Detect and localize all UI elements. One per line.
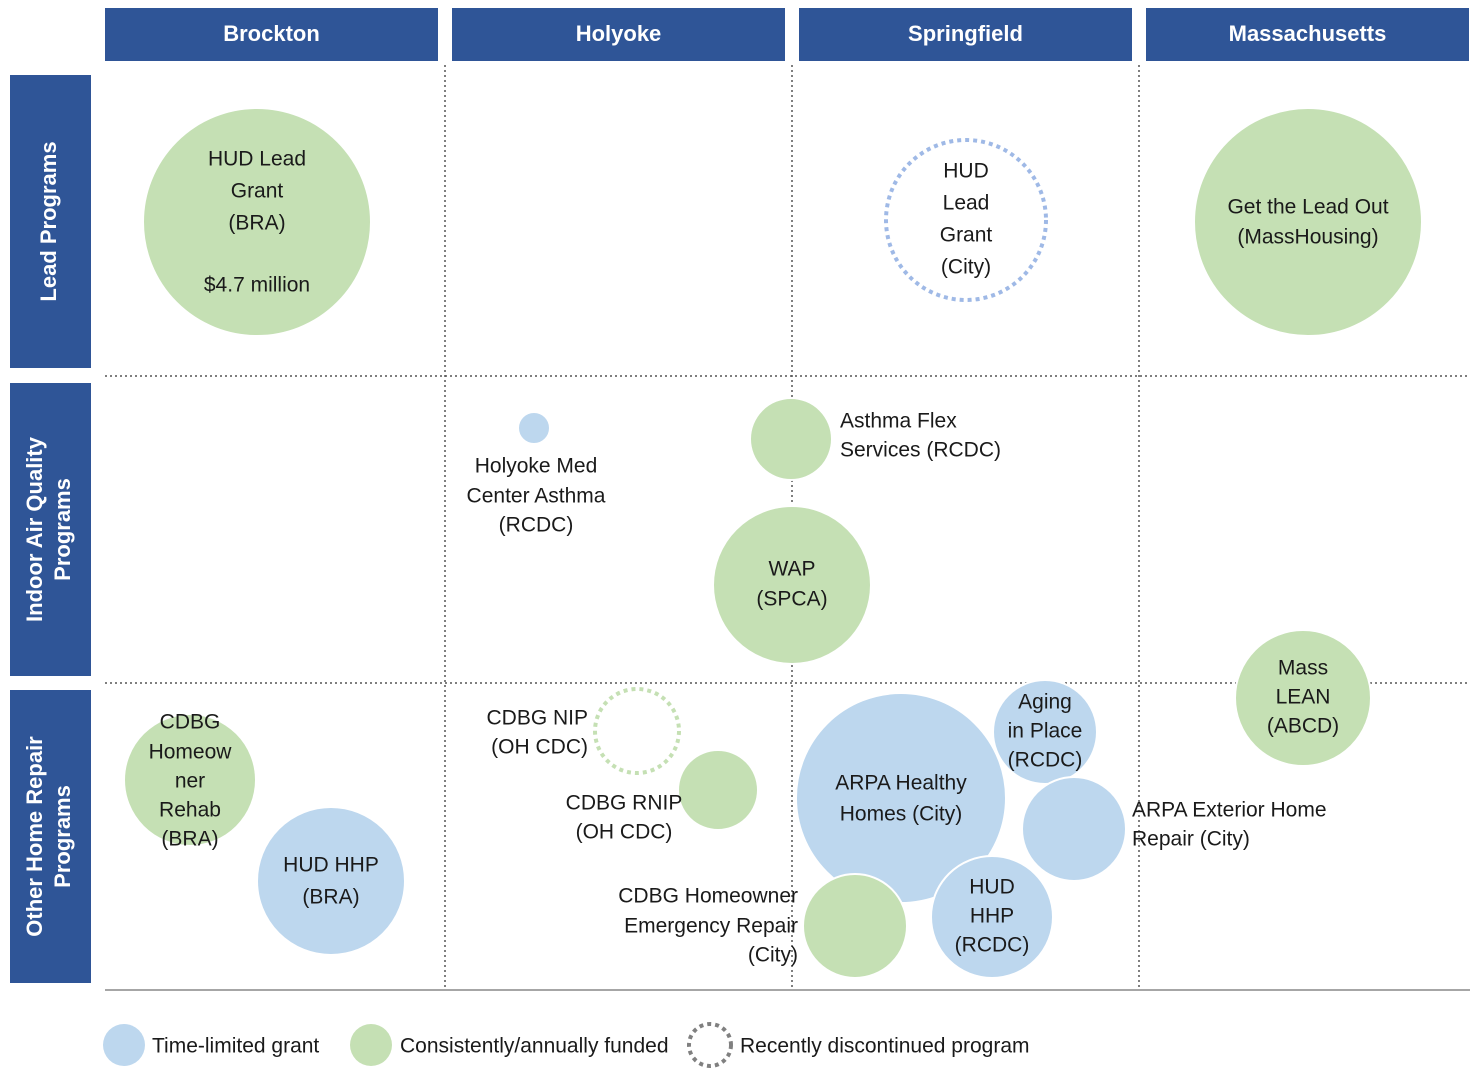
column-title: Holyoke [576,21,662,46]
bubble-label: Asthma Flex [840,410,957,433]
bubble [712,505,872,665]
bubble-label: Homes (City) [840,803,963,826]
bubble-label: (OH CDC) [491,736,588,759]
bubble-label: HUD [969,876,1015,899]
bubble [256,806,406,956]
bubble-label: ARPA Exterior Home [1132,799,1327,822]
bubble-label: $4.7 million [204,274,310,297]
bubble-label: (OH CDC) [576,821,673,844]
bubble-label: HUD Lead [208,148,306,171]
bubble-label: Repair (City) [1132,828,1250,851]
legend-swatch [350,1024,392,1066]
bubble-label: CDBG NIP [486,707,588,730]
legend-swatch [687,1022,733,1068]
bubble-label: CDBG Homeowner [618,885,798,908]
column-header [105,8,438,61]
bubble [142,107,372,337]
column-header [452,8,785,61]
bubble-label: Lead [943,192,990,215]
bubble [802,873,908,979]
bubble-label: Aging [1018,691,1072,714]
row-title: Lead Programs [36,141,61,301]
bubble-label: Homeow [149,741,233,764]
bubble-label: (City) [941,256,991,279]
bubble-label: HUD [943,160,989,183]
bubble [884,138,1048,302]
bubble-label: Holyoke Med [475,455,598,478]
bubble-label: (City) [748,944,798,967]
row-header [10,690,91,983]
row-title: Programs [50,478,75,581]
bubble-label: CDBG [160,711,221,734]
bubble-label: HHP [970,905,1014,928]
bubble-label: (BRA) [302,886,359,909]
bubble-label: (RCDC) [955,934,1030,957]
bubble-label: ner [175,770,205,793]
bubble-label: LEAN [1276,686,1331,709]
bubble [930,855,1054,979]
bubble-label: Services (RCDC) [840,439,1001,462]
row-title: Programs [50,785,75,888]
bubble [749,397,833,481]
row-title: Indoor Air Quality [22,436,47,622]
legend-label: Recently discontinued program [740,1035,1030,1058]
bubble-label: (SPCA) [756,588,827,611]
bubble-label: CDBG RNIP [566,792,683,815]
row-header [10,75,91,368]
bubble-label: Get the Lead Out [1227,196,1388,219]
bubble-label: (RCDC) [499,514,574,537]
bubble-label: Emergency Repair [624,915,798,938]
legend-swatch [103,1024,145,1066]
legend-label: Consistently/annually funded [400,1035,669,1058]
bubble [992,679,1098,785]
column-title: Massachusetts [1229,21,1387,46]
bubble [123,713,257,847]
bubble-label: (BRA) [228,212,285,235]
column-title: Springfield [908,21,1023,46]
bubble-label: Center Asthma [467,485,606,508]
column-title: Brockton [223,21,320,46]
bubble [677,749,759,831]
bubble [1193,107,1423,337]
bubble-label: Grant [940,224,993,247]
bubble-label: (MassHousing) [1237,226,1378,249]
column-header [1146,8,1469,61]
row-title: Other Home Repair [22,736,47,937]
bubble-label: WAP [768,558,815,581]
bubble [517,411,551,445]
bubble [593,687,681,775]
bubble [1021,776,1127,882]
bubble [1234,629,1372,767]
column-header [799,8,1132,61]
bubble-label: (RCDC) [1008,749,1083,772]
bubble-label: in Place [1008,720,1083,743]
bubble-label: Mass [1278,657,1328,680]
bubble-label: HUD HHP [283,854,379,877]
bubble-label: Grant [231,180,284,203]
bubble-label: ARPA Healthy [835,772,967,795]
bubble-label: (ABCD) [1267,715,1339,738]
bubble-label: Rehab [159,799,221,822]
row-header [10,383,91,676]
bubble-label: (BRA) [161,828,218,851]
legend-label: Time-limited grant [152,1035,319,1058]
